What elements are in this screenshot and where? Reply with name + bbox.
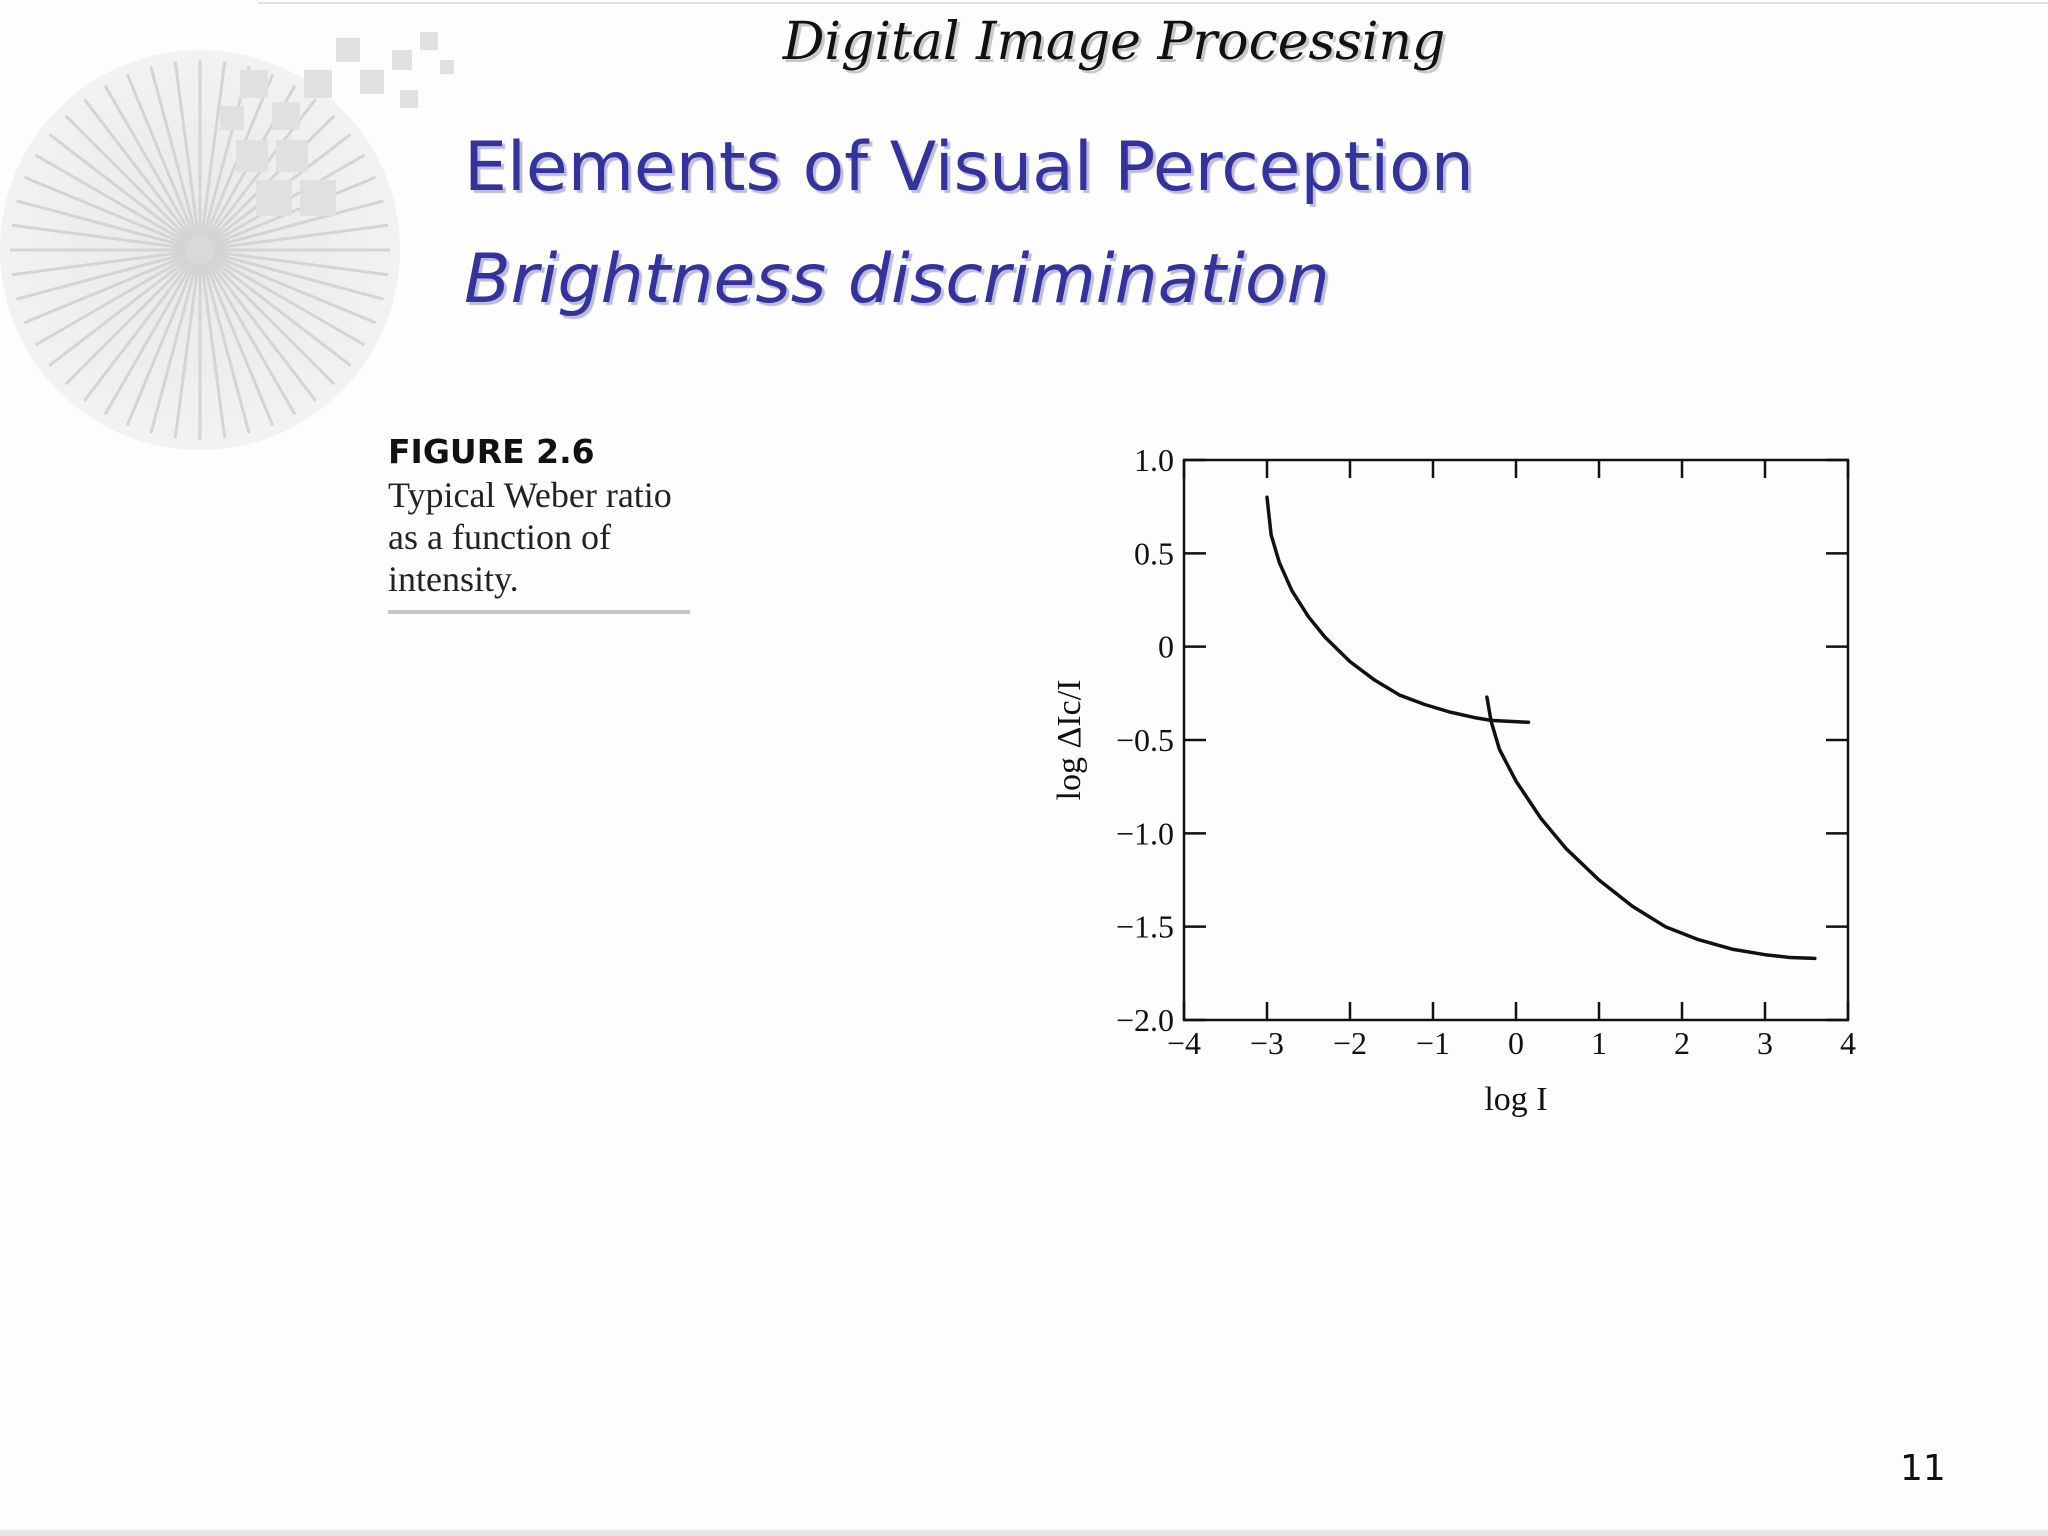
page-number: 11 [1900,1448,1946,1489]
x-tick-label: 1 [1591,1025,1607,1061]
x-axis-label: log I [1484,1081,1547,1118]
chart-series [1265,495,1817,961]
top-divider [258,2,2048,4]
x-tick-label: −2 [1333,1025,1367,1061]
x-tick-label: −1 [1416,1025,1450,1061]
series-line-1 [1265,495,1531,725]
chart-ticks [1182,458,1850,1022]
y-tick-label: 0 [1158,629,1174,665]
y-tick-label: −2.0 [1116,1002,1174,1038]
figure-label: FIGURE 2.6 [388,432,595,471]
figure-caption-rule [388,610,690,614]
bottom-band [0,1530,2048,1536]
y-tick-label: −1.0 [1116,815,1174,851]
x-tick-label: 3 [1757,1025,1773,1061]
slide-title: Elements of Visual Perception [464,128,1474,207]
chart-tick-labels: −4 −3 −2 −1 0 1 2 3 4 1.0 0.5 0 −0.5 −1.0 −1.5 −2.0 [1116,442,1856,1061]
sunburst-logo-icon [0,32,454,450]
x-tick-label: −3 [1250,1025,1284,1061]
series-line-2 [1485,695,1817,961]
slide-subtitle: Brightness discrimination [464,240,1330,319]
figure-caption: Typical Weber ratio as a function of int… [388,475,672,599]
plot-frame [1182,458,1850,1022]
x-tick-label: 0 [1508,1025,1524,1061]
y-tick-label: 0.5 [1134,535,1174,571]
x-tick-label: 2 [1674,1025,1690,1061]
y-axis-label: log ΔIc/I [1051,680,1088,801]
y-tick-label: −0.5 [1116,722,1174,758]
weber-ratio-chart: −4 −3 −2 −1 0 1 2 3 4 1.0 0.5 0 −0.5 −1.0 −1.5 −2.0 log… [1051,442,1856,1118]
x-tick-label: 4 [1840,1025,1856,1061]
header-title: Digital Image Processing [782,12,1446,72]
y-tick-label: 1.0 [1134,442,1174,478]
x-tick-label: −4 [1167,1025,1201,1061]
y-tick-label: −1.5 [1116,909,1174,945]
